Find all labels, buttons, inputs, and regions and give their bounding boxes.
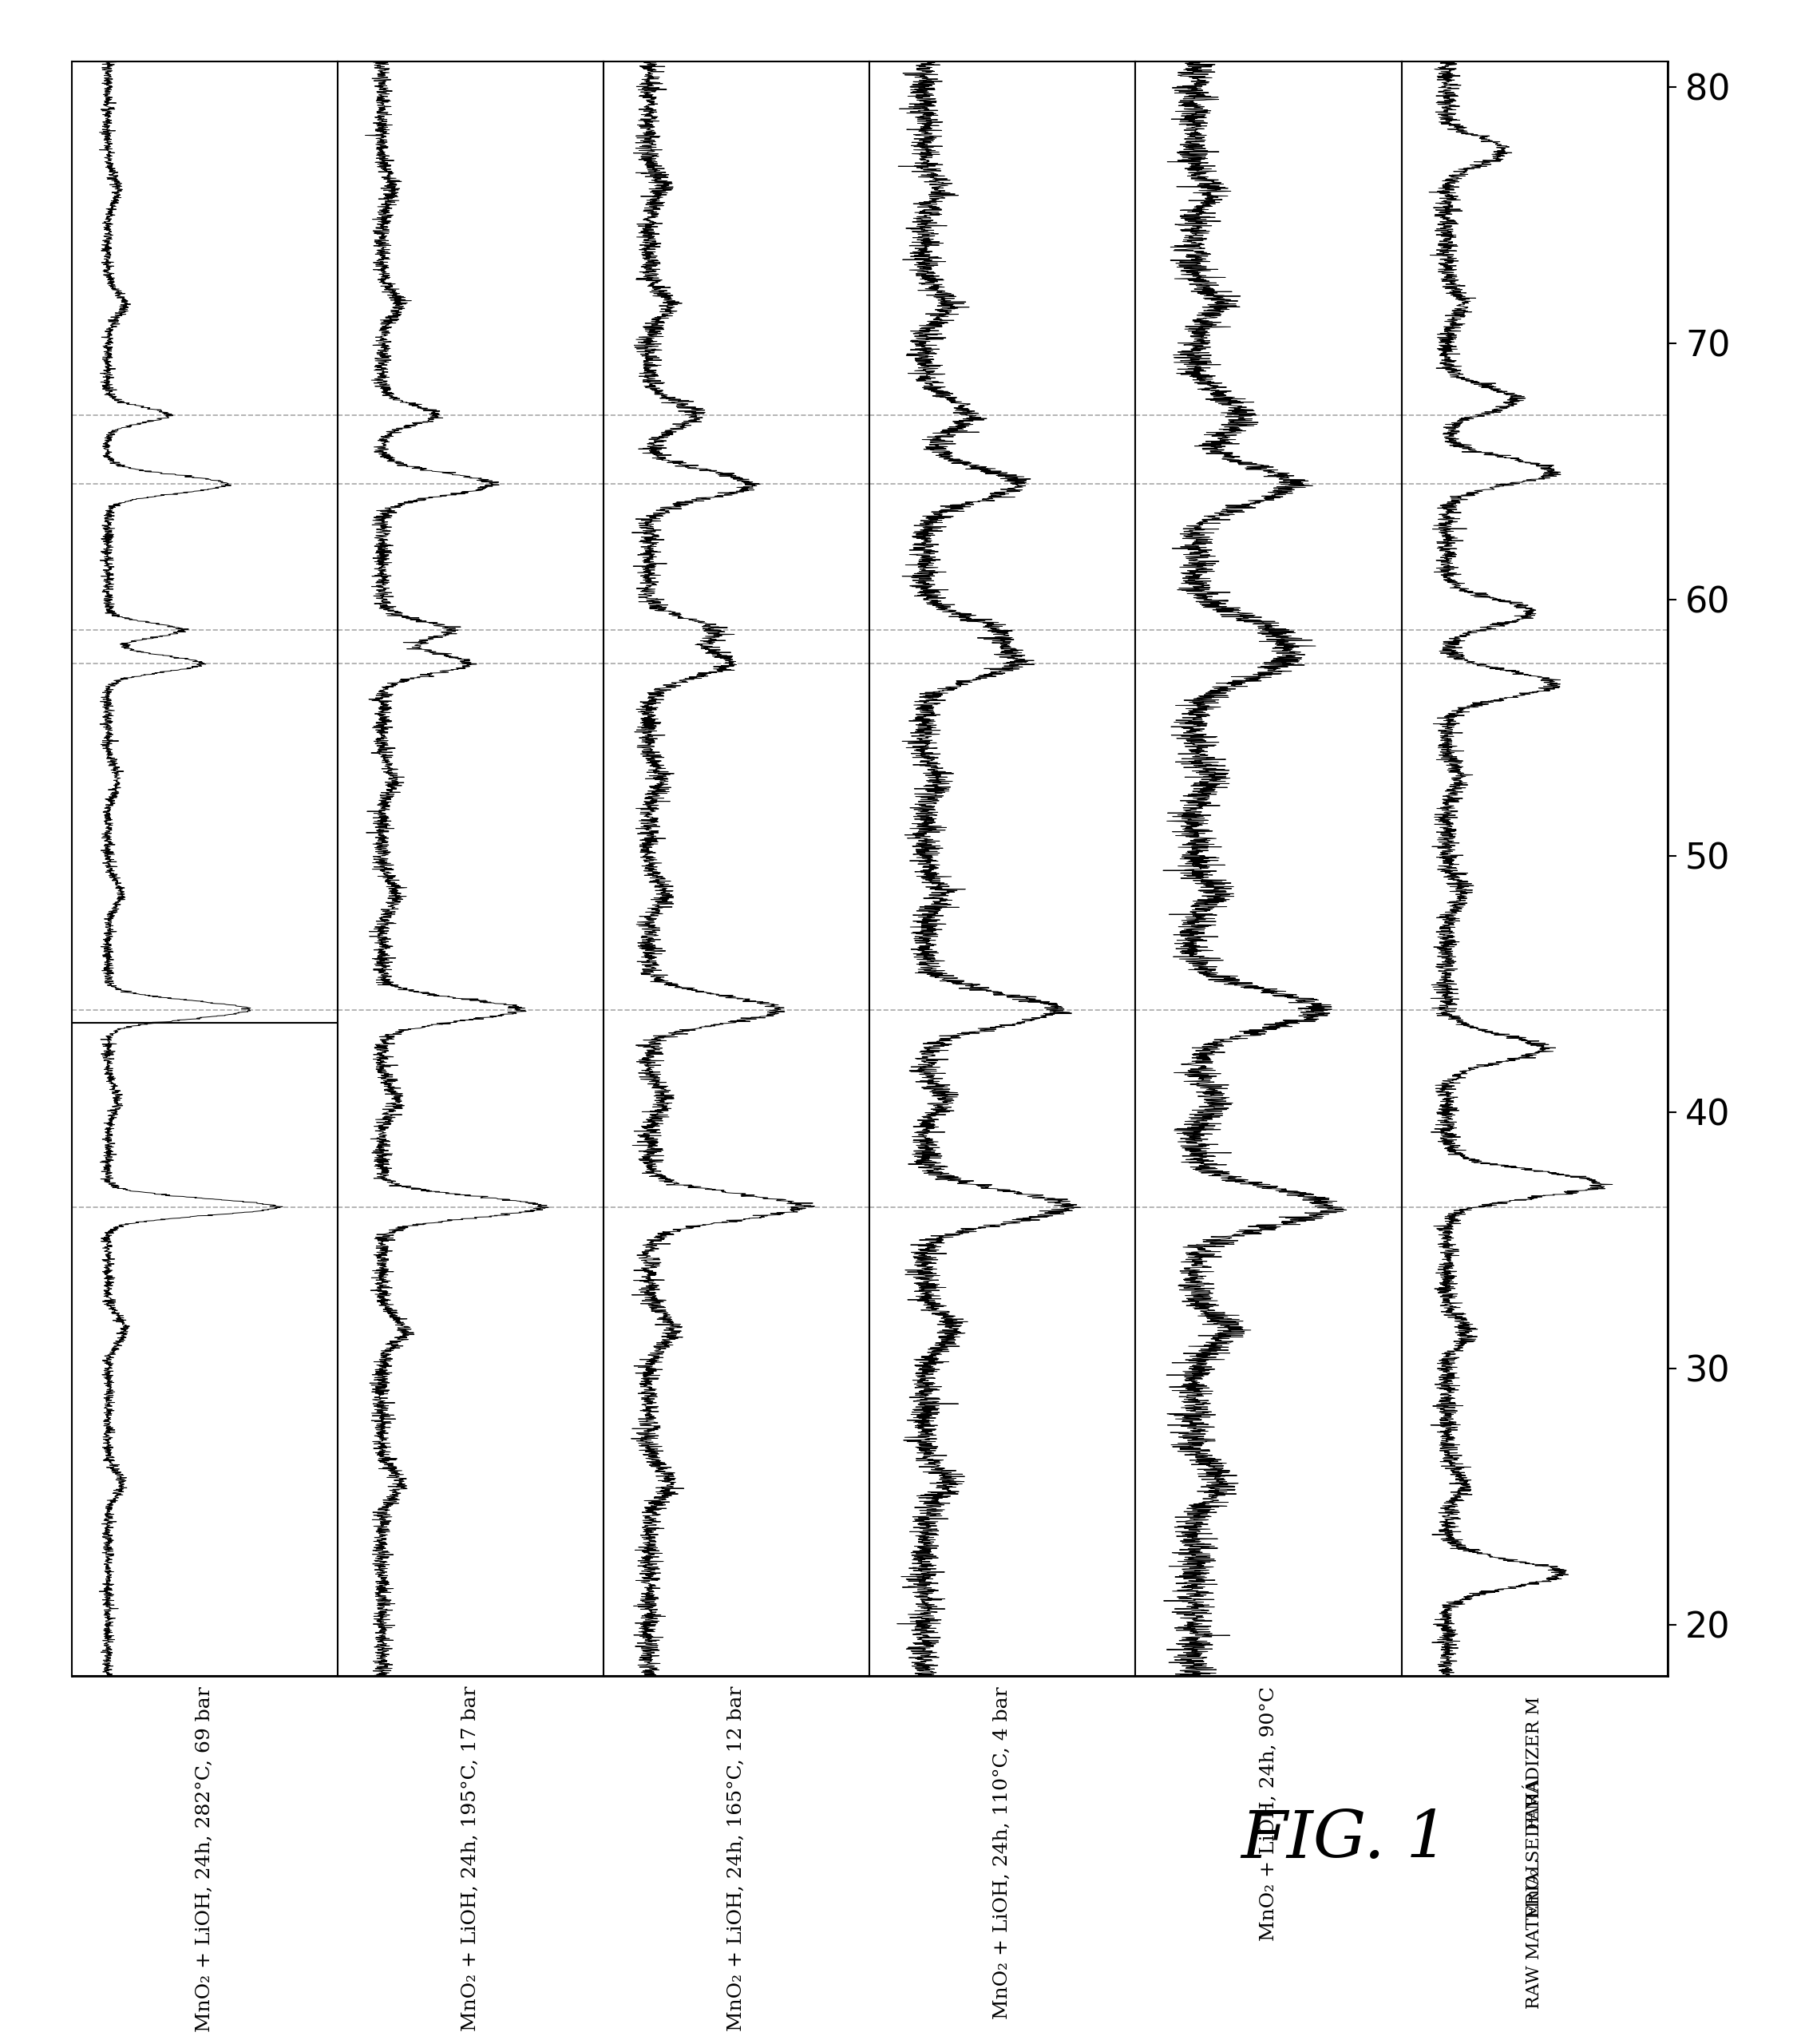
- Text: FIG. 1: FIG. 1: [1241, 1807, 1449, 1872]
- Text: MnO₂ + LiOH, 24h, 90°C: MnO₂ + LiOH, 24h, 90°C: [1259, 1686, 1278, 1942]
- Text: MnO₂ + LiOH, 24h, 195°C, 17 bar: MnO₂ + LiOH, 24h, 195°C, 17 bar: [461, 1686, 481, 2032]
- Text: MnO₂ SEDEMA: MnO₂ SEDEMA: [1526, 1778, 1544, 1919]
- Text: RAW MATERIAL: RAW MATERIAL: [1526, 1860, 1544, 2009]
- Text: MnO₂ + LiOH, 24h, 282°C, 69 bar: MnO₂ + LiOH, 24h, 282°C, 69 bar: [195, 1686, 213, 2032]
- Text: MnO₂ + LiOH, 24h, 110°C, 4 bar: MnO₂ + LiOH, 24h, 110°C, 4 bar: [993, 1686, 1011, 2019]
- Text: MnO₂ + LiOH, 24h, 165°C, 12 bar: MnO₂ + LiOH, 24h, 165°C, 12 bar: [728, 1686, 746, 2032]
- Text: FARÁDIZER M: FARÁDIZER M: [1526, 1697, 1544, 1829]
